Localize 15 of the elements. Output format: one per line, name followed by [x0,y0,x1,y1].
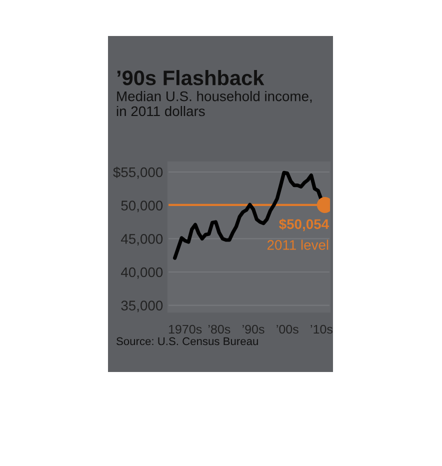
source-note: Source: U.S. Census Bureau [116,337,258,346]
annotation: 2011 level [267,240,328,250]
chart-subtitle: Median U.S. household income, in 2011 dollars [116,91,312,116]
y-tick-label: 35,000 [121,300,163,312]
y-tick-label: 45,000 [120,234,163,246]
x-tick-label: ’80s [208,324,230,334]
y-tick-label: 40,000 [120,267,163,279]
x-tick-label: ’90s [242,324,264,334]
x-tick-label: 1970s [168,324,202,334]
chart-title: ’90s Flashback [117,70,264,86]
annotation: $50,054 [279,218,329,232]
x-tick-label: ’10s [310,324,332,334]
y-tick-label: $55,000 [113,166,163,179]
y-tick-label: 50,000 [121,200,163,212]
x-tick-label: ’00s [276,324,298,334]
